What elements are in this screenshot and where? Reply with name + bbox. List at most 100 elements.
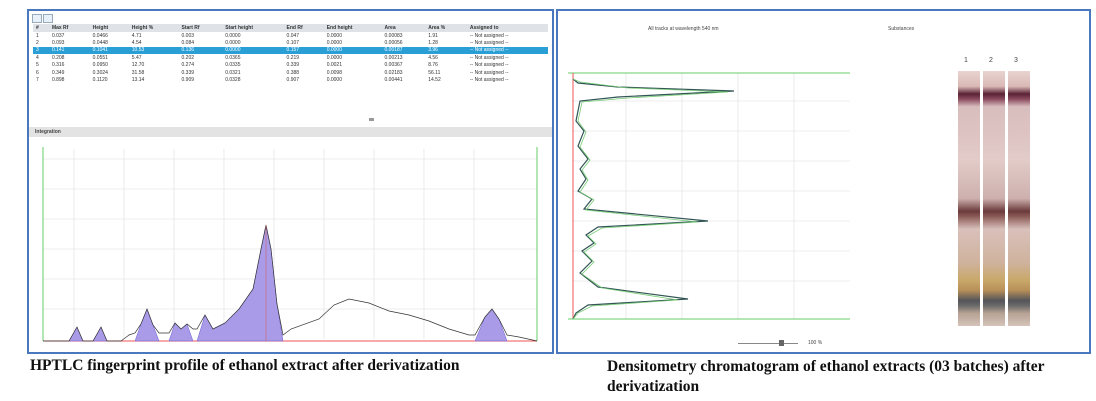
table-cell: 0.093	[49, 39, 90, 46]
table-cell: 0.909	[179, 76, 223, 83]
table-cell: 0.00367	[382, 62, 426, 69]
table-cell: 0.388	[284, 69, 324, 76]
table-cell: 0.0328	[222, 76, 283, 83]
table-cell: 4	[33, 54, 49, 61]
table-cell: 0.0551	[90, 54, 129, 61]
table-cell: 5.47	[129, 54, 179, 61]
table-cell: 0.0950	[90, 62, 129, 69]
column-header: #	[33, 24, 49, 32]
table-cell: 0.0466	[90, 32, 129, 39]
chart-title: All tracks at wavelength 540 nm	[648, 26, 719, 32]
table-cell: 0.898	[49, 76, 90, 83]
table-cell: 0.3024	[90, 69, 129, 76]
grid	[43, 149, 537, 339]
column-header: Max Rf	[49, 24, 90, 32]
table-cell: 4.54	[129, 39, 179, 46]
table-cell: 0.316	[49, 62, 90, 69]
column-header: End height	[324, 24, 382, 32]
table-cell: 0.339	[179, 69, 223, 76]
table-cell: 0.0021	[324, 62, 382, 69]
track-image	[958, 71, 980, 326]
zoom-handle[interactable]	[779, 340, 784, 346]
table-cell: 0.0448	[90, 39, 129, 46]
integration-chart	[29, 139, 552, 354]
table-cell: 0.274	[179, 62, 223, 69]
table-cell: 0.00441	[382, 76, 426, 83]
substances-title: Substances	[888, 26, 914, 32]
table-cell: -- Not assigned --	[467, 32, 548, 39]
table-cell: 0.0000	[324, 54, 382, 61]
column-header: Area	[382, 24, 426, 32]
toolbar-button[interactable]	[43, 14, 53, 23]
splitter-grip[interactable]	[369, 118, 374, 121]
table-cell: 10.53	[129, 47, 179, 54]
track-label: 2	[989, 57, 993, 64]
table-cell: 4.71	[129, 32, 179, 39]
column-header: End Rf	[284, 24, 324, 32]
column-header: Start Rf	[179, 24, 223, 32]
table-cell: 3	[33, 47, 49, 54]
table-cell: 0.1120	[90, 76, 129, 83]
caption: Densitometry chromatogram of ethanol ext…	[607, 357, 1087, 397]
table-cell: 3.96	[425, 47, 467, 54]
column-header: Assigned to	[467, 24, 548, 32]
table-cell: 4.56	[425, 54, 467, 61]
table-cell: 0.00083	[382, 32, 426, 39]
peak-areas	[69, 225, 507, 341]
table-cell: 0.339	[284, 62, 324, 69]
table-cell: 13.14	[129, 76, 179, 83]
column-header: Area %	[425, 24, 467, 32]
table-cell: 0.02183	[382, 69, 426, 76]
table-cell: 7	[33, 76, 49, 83]
table-cell: 0.1041	[90, 47, 129, 54]
table-cell: 0.907	[284, 76, 324, 83]
table-cell: 0.349	[49, 69, 90, 76]
table-cell: 0.202	[179, 54, 223, 61]
table-cell: 0.0000	[324, 32, 382, 39]
table-cell: 14.52	[425, 76, 467, 83]
table-cell: 5	[33, 62, 49, 69]
table-cell: 0.136	[179, 47, 223, 54]
profile-line	[43, 225, 537, 341]
table-cell: 1.91	[425, 32, 467, 39]
table-cell: -- Not assigned --	[467, 39, 548, 46]
table-cell: 0.0000	[222, 47, 283, 54]
grid	[572, 73, 850, 319]
table-cell: -- Not assigned --	[467, 62, 548, 69]
table-cell: 0.0000	[324, 39, 382, 46]
caption: HPTLC fingerprint profile of ethanol ext…	[30, 357, 459, 375]
table-cell: 2	[33, 39, 49, 46]
table-cell: -- Not assigned --	[467, 76, 548, 83]
table-cell: -- Not assigned --	[467, 54, 548, 61]
track-image	[983, 71, 1005, 326]
table-cell: 12.70	[129, 62, 179, 69]
zoom-slider[interactable]	[738, 343, 798, 344]
table-cell: 0.0000	[222, 39, 283, 46]
table-cell: 0.0098	[324, 69, 382, 76]
right-panel: All tracks at wavelength 540 nm Substanc…	[556, 9, 1091, 354]
table-cell: 6	[33, 69, 49, 76]
table-cell: 31.58	[129, 69, 179, 76]
table-cell: 1.28	[425, 39, 467, 46]
table-cell: 0.0000	[222, 32, 283, 39]
table-cell: -- Not assigned --	[467, 69, 548, 76]
table-cell: 0.047	[284, 32, 324, 39]
toolbar-button[interactable]	[32, 14, 42, 23]
column-header: Height %	[129, 24, 179, 32]
table-cell: 0.0000	[324, 76, 382, 83]
table-cell: 1	[33, 32, 49, 39]
table-cell: 0.00187	[382, 47, 426, 54]
trace	[573, 79, 734, 319]
densitogram	[558, 51, 858, 341]
zoom-level: 100 %	[808, 340, 822, 346]
